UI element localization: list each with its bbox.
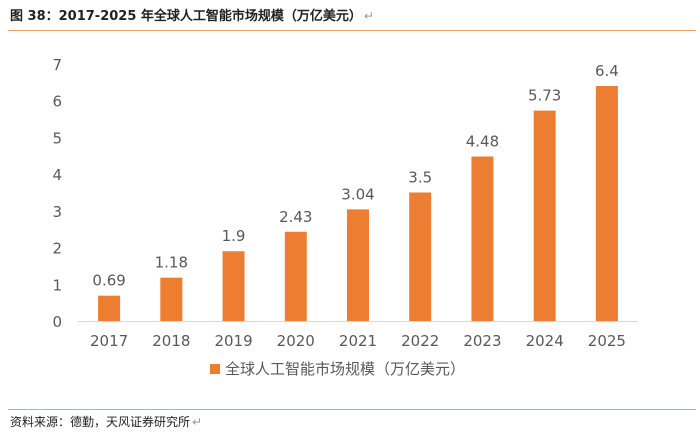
figure-title-text: 图 38：2017-2025 年全球人工智能市场规模（万亿美元） <box>10 9 362 24</box>
legend-swatch <box>210 364 220 374</box>
bar <box>222 251 245 321</box>
x-tick-label: 2019 <box>214 332 252 350</box>
bar <box>409 192 432 321</box>
data-label: 2.43 <box>279 208 312 226</box>
bar <box>533 110 556 322</box>
y-tick-label: 3 <box>52 203 62 221</box>
x-tick-label: 2023 <box>463 332 501 350</box>
bar <box>160 277 183 321</box>
x-tick-label: 2017 <box>90 332 128 350</box>
source-return-mark-icon: ↵ <box>192 415 203 429</box>
source-note: 资料来源：德勤，天风证券研究所 ↵ <box>10 413 202 431</box>
y-tick-label: 0 <box>52 313 62 331</box>
figure-title: 图 38：2017-2025 年全球人工智能市场规模（万亿美元） ↵ <box>10 5 694 30</box>
x-tick-label: 2022 <box>401 332 439 350</box>
return-mark-icon: ↵ <box>363 9 374 23</box>
data-label: 3.5 <box>408 169 432 187</box>
data-label: 6.4 <box>595 62 619 80</box>
bar <box>595 86 618 322</box>
y-tick-label: 1 <box>52 276 62 294</box>
bar-chart: 0 1 2 3 4 5 6 7 0.69 2017 1.18 2018 1.9 2019 2.43 2020 3… <box>52 56 638 378</box>
y-tick-label: 7 <box>52 56 62 74</box>
data-label: 0.69 <box>92 272 125 290</box>
y-tick-label: 2 <box>52 240 62 258</box>
bar <box>347 209 369 321</box>
x-tick-label: 2020 <box>277 332 315 350</box>
x-tick-label: 2018 <box>152 332 190 350</box>
source-divider <box>8 409 696 410</box>
bar <box>284 231 307 321</box>
x-tick-label: 2021 <box>339 332 377 350</box>
title-divider <box>8 30 696 31</box>
data-label: 1.9 <box>222 227 246 245</box>
y-tick-label: 5 <box>52 129 62 147</box>
bar <box>98 295 121 321</box>
data-label: 5.73 <box>528 87 561 105</box>
data-label: 4.48 <box>466 133 499 151</box>
source-text: 资料来源：德勤，天风证券研究所 <box>10 415 191 429</box>
legend-label: 全球人工智能市场规模（万亿美元） <box>225 360 465 378</box>
y-tick-label: 4 <box>52 166 62 184</box>
x-tick-label: 2025 <box>588 332 626 350</box>
data-label: 3.04 <box>341 185 374 203</box>
bar <box>471 156 494 321</box>
data-label: 1.18 <box>155 254 188 272</box>
y-tick-label: 6 <box>52 93 62 111</box>
x-tick-label: 2024 <box>526 332 564 350</box>
